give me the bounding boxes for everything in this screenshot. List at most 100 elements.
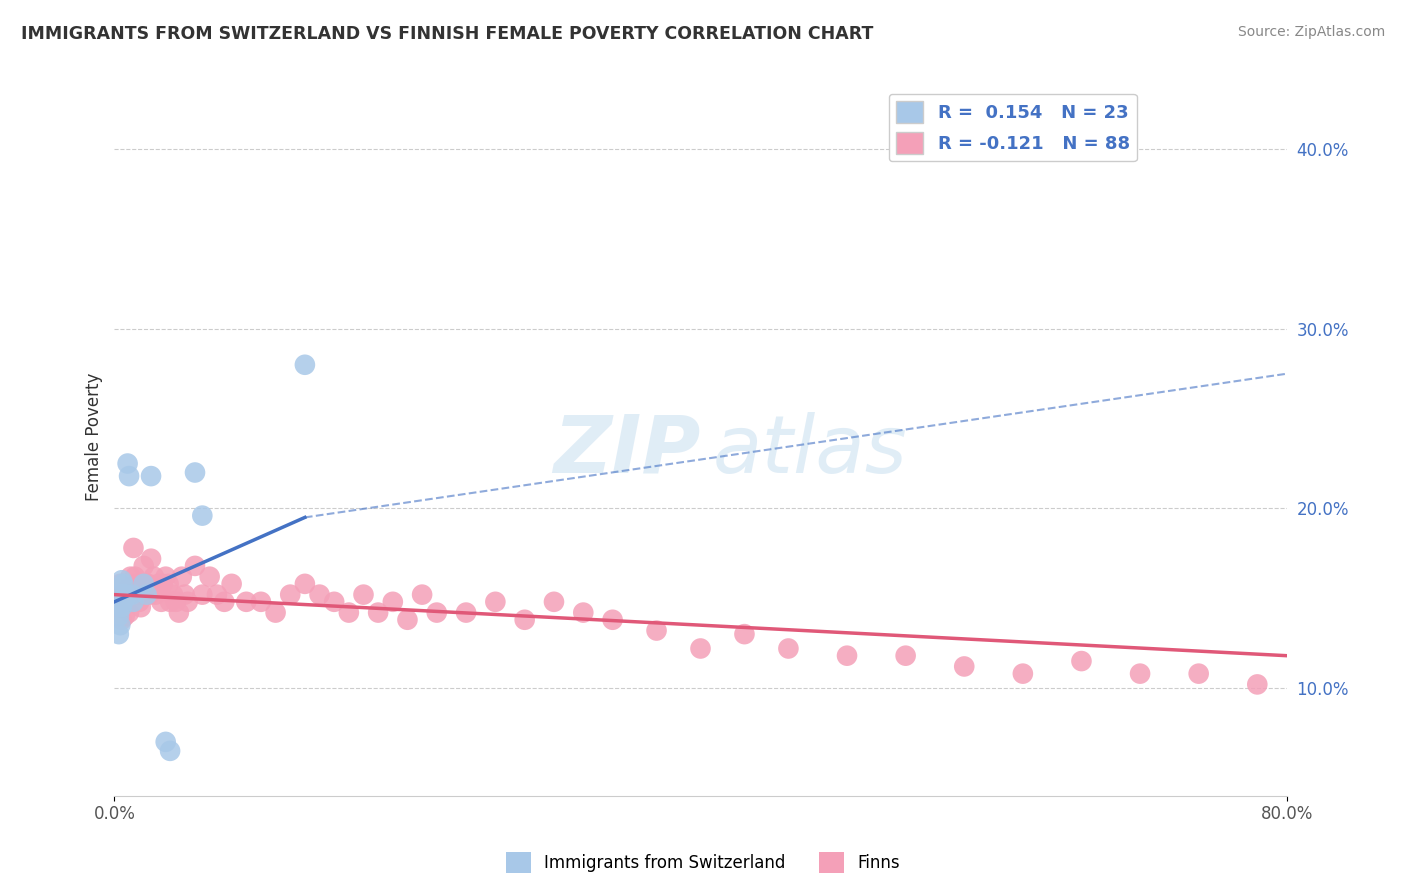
- Point: [250, 595, 273, 609]
- Point: [162, 588, 184, 602]
- Point: [1011, 666, 1033, 681]
- Point: [114, 588, 136, 602]
- Point: [110, 577, 132, 591]
- Point: [107, 609, 129, 624]
- Point: [118, 606, 141, 620]
- Point: [157, 577, 180, 591]
- Point: [1188, 666, 1211, 681]
- Point: [136, 577, 159, 591]
- Point: [170, 569, 193, 583]
- Point: [111, 600, 134, 615]
- Point: [543, 595, 565, 609]
- Legend: R =  0.154   N = 23, R = -0.121   N = 88: R = 0.154 N = 23, R = -0.121 N = 88: [889, 94, 1137, 161]
- Point: [205, 588, 228, 602]
- Point: [159, 595, 181, 609]
- Point: [294, 577, 316, 591]
- Point: [1246, 677, 1268, 691]
- Point: [353, 588, 375, 602]
- Point: [235, 595, 257, 609]
- Point: [143, 569, 166, 583]
- Point: [112, 595, 135, 609]
- Point: [145, 588, 167, 602]
- Point: [134, 577, 156, 591]
- Point: [214, 595, 236, 609]
- Point: [396, 613, 419, 627]
- Point: [454, 606, 477, 620]
- Point: [167, 606, 190, 620]
- Point: [733, 627, 755, 641]
- Point: [1070, 654, 1092, 668]
- Point: [155, 735, 177, 749]
- Point: [110, 618, 132, 632]
- Point: [150, 595, 173, 609]
- Point: [138, 588, 160, 602]
- Point: [184, 466, 207, 480]
- Point: [337, 606, 360, 620]
- Point: [125, 577, 148, 591]
- Point: [278, 588, 301, 602]
- Point: [953, 659, 976, 673]
- Point: [165, 595, 187, 609]
- Point: [121, 582, 143, 597]
- Point: [110, 600, 132, 615]
- Point: [159, 744, 181, 758]
- Point: [111, 613, 134, 627]
- Point: [114, 609, 136, 624]
- Text: Source: ZipAtlas.com: Source: ZipAtlas.com: [1237, 25, 1385, 39]
- Point: [129, 600, 152, 615]
- Point: [118, 469, 141, 483]
- Point: [308, 588, 330, 602]
- Point: [115, 595, 138, 609]
- Point: [221, 577, 243, 591]
- Point: [294, 358, 316, 372]
- Point: [131, 588, 153, 602]
- Point: [602, 613, 624, 627]
- Point: [139, 551, 162, 566]
- Point: [484, 595, 506, 609]
- Text: atlas: atlas: [713, 412, 907, 490]
- Point: [426, 606, 449, 620]
- Point: [111, 588, 134, 602]
- Point: [411, 588, 433, 602]
- Point: [689, 641, 711, 656]
- Point: [176, 595, 198, 609]
- Point: [128, 595, 150, 609]
- Point: [135, 588, 157, 602]
- Point: [513, 613, 536, 627]
- Point: [264, 606, 287, 620]
- Point: [132, 558, 155, 573]
- Point: [173, 588, 195, 602]
- Point: [894, 648, 917, 663]
- Point: [105, 582, 128, 597]
- Point: [132, 577, 155, 591]
- Point: [122, 595, 145, 609]
- Point: [1129, 666, 1152, 681]
- Point: [155, 569, 177, 583]
- Point: [114, 588, 136, 602]
- Point: [367, 606, 389, 620]
- Point: [127, 588, 149, 602]
- Point: [148, 577, 170, 591]
- Point: [111, 600, 134, 615]
- Point: [323, 595, 346, 609]
- Point: [191, 588, 214, 602]
- Point: [122, 541, 145, 555]
- Point: [112, 577, 135, 591]
- Point: [835, 648, 858, 663]
- Text: ZIP: ZIP: [553, 412, 700, 490]
- Point: [115, 588, 138, 602]
- Point: [107, 627, 129, 641]
- Y-axis label: Female Poverty: Female Poverty: [86, 373, 103, 500]
- Point: [152, 577, 174, 591]
- Point: [117, 582, 139, 597]
- Point: [645, 624, 668, 638]
- Point: [107, 595, 129, 609]
- Point: [121, 588, 143, 602]
- Point: [135, 588, 157, 602]
- Point: [112, 595, 135, 609]
- Point: [117, 457, 139, 471]
- Point: [191, 508, 214, 523]
- Text: IMMIGRANTS FROM SWITZERLAND VS FINNISH FEMALE POVERTY CORRELATION CHART: IMMIGRANTS FROM SWITZERLAND VS FINNISH F…: [21, 25, 873, 43]
- Legend: Immigrants from Switzerland, Finns: Immigrants from Switzerland, Finns: [499, 846, 907, 880]
- Point: [111, 574, 134, 588]
